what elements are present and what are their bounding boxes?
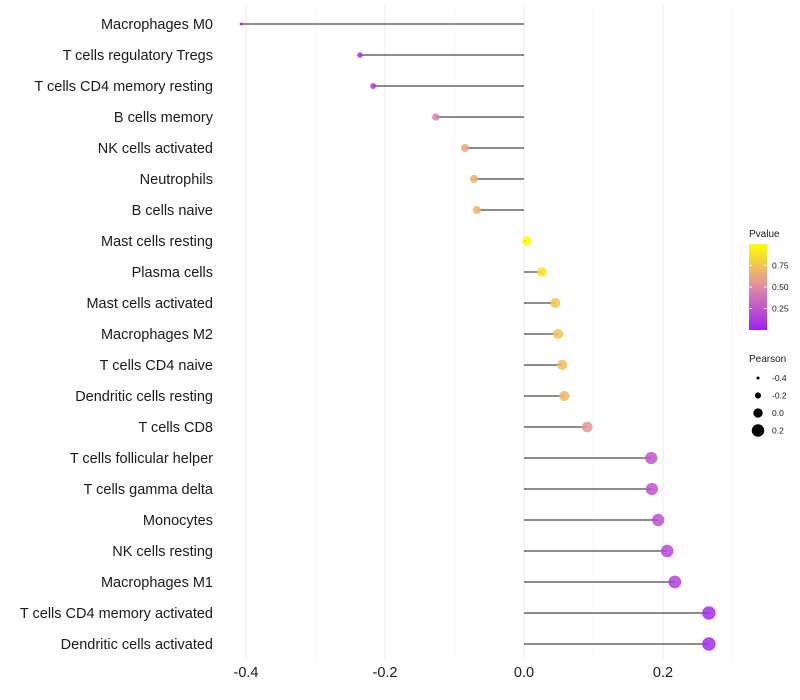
color-legend-ticks: 0.25 0.50 0.75 (749, 261, 789, 314)
y-axis-label: B cells naive (132, 203, 213, 219)
data-point (370, 83, 377, 89)
size-legend-label: -0.2 (772, 391, 787, 401)
data-point (559, 390, 570, 402)
size-legend-dot (754, 392, 762, 399)
color-legend-bar (749, 244, 767, 330)
y-axis-label: T cells CD4 memory resting (34, 79, 213, 95)
x-tick-label: -0.4 (234, 665, 259, 681)
y-axis-label: T cells gamma delta (84, 482, 214, 498)
data-point (668, 575, 682, 589)
data-point (239, 22, 243, 26)
data-point (581, 421, 593, 433)
data-point (557, 359, 568, 371)
y-axis-label: Mast cells activated (86, 296, 213, 312)
y-axis-label: Macrophages M2 (101, 327, 213, 343)
y-axis-label: T cells CD4 memory activated (20, 606, 213, 622)
y-axis-label: T cells follicular helper (70, 451, 213, 467)
data-point (472, 205, 481, 215)
y-axis-label: Plasma cells (132, 265, 213, 281)
data-point (460, 144, 469, 152)
x-tick-label: 0.0 (514, 665, 534, 681)
y-axis-label: Dendritic cells resting (75, 389, 213, 405)
data-point (645, 451, 658, 465)
x-axis-labels: -0.4 -0.2 0.0 0.2 (234, 665, 674, 681)
data-point (357, 52, 363, 58)
points (239, 22, 716, 651)
data-point (660, 544, 674, 558)
data-point (522, 236, 532, 246)
data-point (702, 606, 716, 620)
y-axis-label: Mast cells resting (101, 234, 213, 250)
data-point (432, 113, 440, 121)
color-legend-title: Pvalue (749, 229, 780, 240)
size-legend-items: -0.4 -0.2 0.0 0.2 (751, 373, 787, 437)
legend: Pvalue 0.25 0.50 0.75 Pearson -0.4 -0.2 0.0 0… (749, 229, 789, 437)
size-legend-dot (751, 424, 765, 437)
color-tick-label: 0.25 (772, 304, 789, 314)
stems (241, 23, 709, 645)
data-point (550, 297, 561, 309)
y-axis-label: T cells CD4 naive (100, 358, 213, 374)
y-axis-label: T cells CD8 (138, 420, 213, 436)
data-point (702, 637, 716, 651)
data-point (469, 174, 479, 184)
y-axis-label: T cells regulatory Tregs (63, 48, 213, 64)
size-legend-label: -0.4 (772, 373, 787, 383)
color-tick-label: 0.50 (772, 282, 789, 292)
data-point (537, 267, 547, 277)
y-axis-label: Macrophages M1 (101, 575, 213, 591)
data-point (553, 328, 564, 340)
data-point (651, 513, 665, 527)
size-legend-dot (756, 376, 760, 380)
y-axis-label: NK cells activated (98, 141, 213, 157)
size-legend-label: 0.0 (772, 408, 784, 418)
y-axis-label: B cells memory (114, 110, 214, 126)
y-axis-label: Neutrophils (140, 172, 213, 188)
grid-lines (245, 5, 733, 660)
color-tick-label: 0.75 (772, 261, 789, 271)
data-point (645, 482, 658, 496)
y-axis-label: Dendritic cells activated (61, 637, 213, 653)
size-legend-dot (753, 408, 763, 418)
x-tick-label: -0.2 (373, 665, 398, 681)
y-axis-label: NK cells resting (112, 544, 213, 560)
x-tick-label: 0.2 (653, 665, 673, 681)
y-axis-labels: Macrophages M0 T cells regulatory Tregs T… (20, 17, 214, 653)
size-legend-label: 0.2 (772, 426, 784, 436)
y-axis-label: Macrophages M0 (101, 17, 213, 33)
y-axis-label: Monocytes (143, 513, 213, 529)
size-legend-title: Pearson (749, 354, 786, 365)
